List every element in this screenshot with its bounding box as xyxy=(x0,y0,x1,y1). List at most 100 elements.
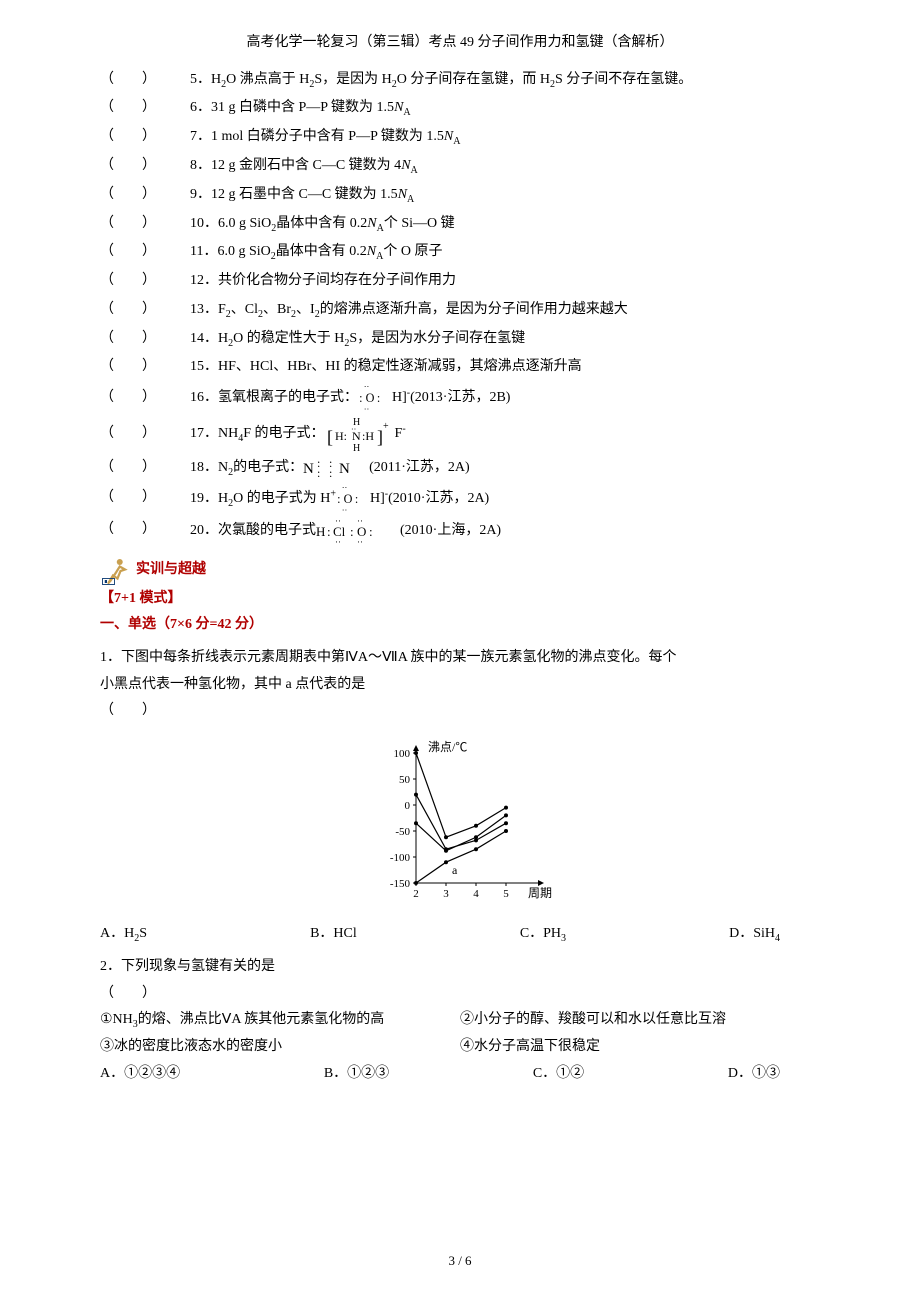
tf-item-19: （ ）19．H2O 的电子式为 H+··:O:··H]-(2010·江苏，2A) xyxy=(100,484,820,514)
q2-paren: （ ） xyxy=(100,981,820,1008)
q2-opt1: ①NH3的熔、沸点比ⅤA 族其他元素氢化物的高 xyxy=(100,1007,460,1034)
tf-paren: （ ） xyxy=(100,517,190,544)
svg-text::: : xyxy=(355,492,358,506)
question-2: 2．下列现象与氢键有关的是 （ ） ①NH3的熔、沸点比ⅤA 族其他元素氢化物的… xyxy=(100,954,820,1087)
tf-item-17: （ ）17．NH4F 的电子式：[HH:N··:HH]+F- xyxy=(100,415,820,453)
svg-text:O: O xyxy=(344,492,353,506)
tf-text: 5．H2O 沸点高于 H2S，是因为 H2O 分子间存在氢键，而 H2S 分子间… xyxy=(190,67,820,94)
tf-paren: （ ） xyxy=(100,211,190,238)
q1-choice-a: A．H2S xyxy=(100,921,147,948)
tf-item-6: （ ）6．31 g 白磷中含 P—P 键数为 1.5NA xyxy=(100,95,820,122)
q1-stem-line2: 小黑点代表一种氢化物，其中 a 点代表的是 xyxy=(100,672,820,699)
tf-item-9: （ ）9．12 g 石墨中含 C—C 键数为 1.5NA xyxy=(100,182,820,209)
svg-text:H:: H: xyxy=(335,429,347,443)
tf-text: 7．1 mol 白磷分子中含有 P—P 键数为 1.5NA xyxy=(190,124,820,151)
tf-item-18: （ ）18．N2的电子式：N::::N(2011·江苏，2A) xyxy=(100,455,820,482)
svg-text:O: O xyxy=(366,391,375,405)
svg-text:+: + xyxy=(383,421,389,432)
tf-item-8: （ ）8．12 g 金刚石中含 C—C 键数为 4NA xyxy=(100,153,820,180)
q2-choice-b: B．①②③ xyxy=(324,1061,389,1088)
svg-text:[: [ xyxy=(327,427,333,447)
svg-text::: : xyxy=(369,524,373,539)
boiling-point-chart: 100500-50-100-1502345沸点/℃周期a xyxy=(350,733,570,903)
tf-text: 6．31 g 白磷中含 P—P 键数为 1.5NA xyxy=(190,95,820,122)
tf-text: 13．F2、Cl2、Br2、I2的熔沸点逐渐升高，是因为分子间作用力越来越大 xyxy=(190,297,820,324)
tf-item-13: （ ）13．F2、Cl2、Br2、I2的熔沸点逐渐升高，是因为分子间作用力越来越… xyxy=(100,297,820,324)
q2-choices: A．①②③④ B．①②③ C．①② D．①③ xyxy=(100,1061,820,1088)
q2-opt2: ②小分子的醇、羧酸可以和水以任意比互溶 xyxy=(460,1007,820,1034)
tf-paren: （ ） xyxy=(100,385,190,412)
q2-choice-d: D．①③ xyxy=(728,1061,780,1088)
tf-paren: （ ） xyxy=(100,485,190,512)
svg-text:-50: -50 xyxy=(395,826,410,838)
svg-text:0: 0 xyxy=(405,800,411,812)
tf-paren: （ ） xyxy=(100,455,190,482)
q2-choice-a: A．①②③④ xyxy=(100,1061,180,1088)
svg-text::: : xyxy=(317,466,320,479)
mode-title: 【7+1 模式】 xyxy=(100,586,820,613)
question-1: 1．下图中每条折线表示元素周期表中第ⅣA～ⅦA 族中的某一族元素氢化物的沸点变化… xyxy=(100,645,820,948)
q2-opt4: ④水分子高温下很稳定 xyxy=(460,1034,820,1061)
svg-text:··: ·· xyxy=(335,537,341,546)
tf-text: 9．12 g 石墨中含 C—C 键数为 1.5NA xyxy=(190,182,820,209)
tf-item-7: （ ）7．1 mol 白磷分子中含有 P—P 键数为 1.5NA xyxy=(100,124,820,151)
tf-item-5: （ ）5．H2O 沸点高于 H2S，是因为 H2O 分子间存在氢键，而 H2S … xyxy=(100,67,820,94)
tf-text: 17．NH4F 的电子式：[HH:N··:HH]+F- xyxy=(190,415,820,453)
svg-text:··: ·· xyxy=(357,516,363,526)
tf-item-12: （ ）12．共价化合物分子间均存在分子间作用力 xyxy=(100,268,820,295)
svg-text:沸点/℃: 沸点/℃ xyxy=(428,740,467,754)
true-false-items: （ ）5．H2O 沸点高于 H2S，是因为 H2O 分子间存在氢键，而 H2S … xyxy=(100,67,820,546)
single-choice-title: 一、单选（7×6 分=42 分） xyxy=(100,612,820,639)
tf-paren: （ ） xyxy=(100,354,190,381)
q2-stem: 2．下列现象与氢键有关的是 xyxy=(100,954,820,981)
q2-opt3: ③冰的密度比液态水的密度小 xyxy=(100,1034,460,1061)
svg-text:3: 3 xyxy=(443,888,449,900)
svg-text:H: H xyxy=(353,443,360,453)
page-footer: 3 / 6 xyxy=(0,1249,920,1274)
svg-text::H: :H xyxy=(362,429,374,443)
svg-text:··: ·· xyxy=(342,505,348,514)
q1-stem-line1: 1．下图中每条折线表示元素周期表中第ⅣA～ⅦA 族中的某一族元素氢化物的沸点变化… xyxy=(100,645,820,672)
tf-text: 19．H2O 的电子式为 H+··:O:··H]-(2010·江苏，2A) xyxy=(190,484,820,514)
tf-paren: （ ） xyxy=(100,95,190,122)
svg-text:5: 5 xyxy=(503,888,509,900)
tf-text: 11．6.0 g SiO2晶体中含有 0.2NA个 O 原子 xyxy=(190,239,820,266)
tf-text: 10．6.0 g SiO2晶体中含有 0.2NA个 Si—O 键 xyxy=(190,211,820,238)
runner-icon xyxy=(100,556,132,586)
svg-text:-150: -150 xyxy=(390,878,411,890)
tf-item-16: （ ）16．氢氧根离子的电子式：··:O:··H]-(2013·江苏，2B) xyxy=(100,383,820,413)
svg-text::: : xyxy=(350,524,354,539)
svg-text:100: 100 xyxy=(394,748,411,760)
svg-text:2: 2 xyxy=(413,888,419,900)
tf-item-11: （ ）11．6.0 g SiO2晶体中含有 0.2NA个 O 原子 xyxy=(100,239,820,266)
svg-text:··: ·· xyxy=(364,404,370,413)
svg-text::: : xyxy=(377,391,380,405)
svg-text:N: N xyxy=(339,461,350,477)
svg-text:N: N xyxy=(303,461,314,477)
svg-text:-100: -100 xyxy=(390,852,411,864)
svg-text::: : xyxy=(327,524,331,539)
tf-item-14: （ ）14．H2O 的稳定性大于 H2S，是因为水分子间存在氢键 xyxy=(100,326,820,353)
svg-text::: : xyxy=(359,391,362,405)
svg-text:a: a xyxy=(452,863,458,877)
svg-text:··: ·· xyxy=(335,516,341,526)
tf-paren: （ ） xyxy=(100,421,190,448)
tf-paren: （ ） xyxy=(100,268,190,295)
tf-paren: （ ） xyxy=(100,124,190,151)
tf-paren: （ ） xyxy=(100,67,190,94)
tf-paren: （ ） xyxy=(100,153,190,180)
tf-item-10: （ ）10．6.0 g SiO2晶体中含有 0.2NA个 Si—O 键 xyxy=(100,211,820,238)
q1-choices: A．H2S B．HCl C．PH3 D．SiH4 xyxy=(100,921,820,948)
tf-item-20: （ ）20．次氯酸的电子式H:Cl····:O····: (2010·上海，2A… xyxy=(100,516,820,546)
q1-choice-b: B．HCl xyxy=(310,921,357,948)
tf-paren: （ ） xyxy=(100,297,190,324)
svg-text::: : xyxy=(337,492,340,506)
section-title: 实训与超越 xyxy=(136,557,206,584)
svg-text:周期: 周期 xyxy=(528,886,552,900)
tf-item-15: （ ）15．HF、HCl、HBr、HI 的稳定性逐渐减弱，其熔沸点逐渐升高 xyxy=(100,354,820,381)
q1-paren: （ ） xyxy=(100,698,820,725)
tf-paren: （ ） xyxy=(100,182,190,209)
tf-text: 15．HF、HCl、HBr、HI 的稳定性逐渐减弱，其熔沸点逐渐升高 xyxy=(190,354,820,381)
tf-text: 14．H2O 的稳定性大于 H2S，是因为水分子间存在氢键 xyxy=(190,326,820,353)
page-header: 高考化学一轮复习（第三辑）考点 49 分子间作用力和氢键（含解析） xyxy=(100,30,820,57)
